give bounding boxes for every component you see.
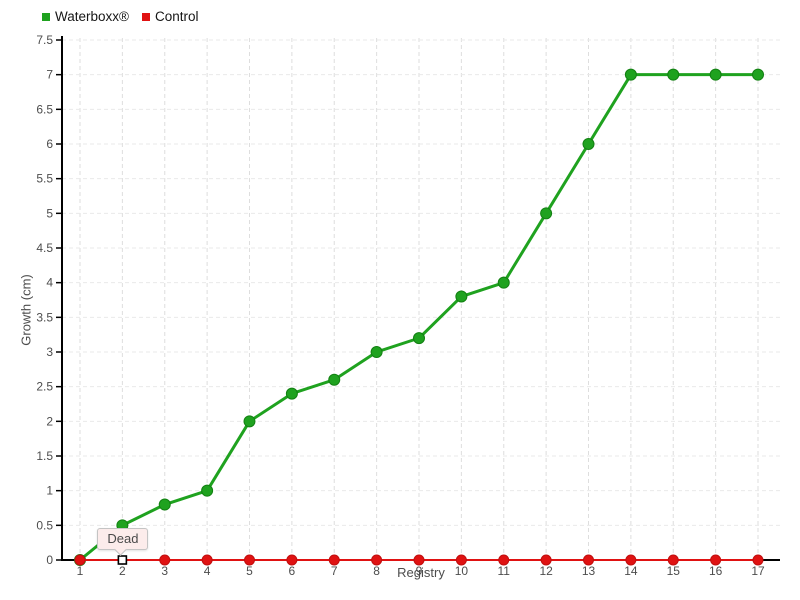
svg-text:12: 12 (539, 564, 553, 578)
svg-text:7.5: 7.5 (36, 33, 53, 47)
legend: Waterboxx® Control (42, 9, 199, 24)
svg-text:5.5: 5.5 (36, 172, 53, 186)
svg-text:4: 4 (46, 276, 53, 290)
svg-text:6.5: 6.5 (36, 102, 53, 116)
svg-text:14: 14 (624, 564, 638, 578)
svg-text:2: 2 (119, 564, 126, 578)
svg-text:3.5: 3.5 (36, 310, 53, 324)
x-axis-title: Registry (397, 565, 445, 580)
legend-label-control: Control (154, 9, 199, 24)
svg-text:1.5: 1.5 (36, 449, 53, 463)
svg-text:7: 7 (331, 564, 338, 578)
svg-text:6: 6 (46, 137, 53, 151)
svg-text:4: 4 (204, 564, 211, 578)
svg-text:8: 8 (373, 564, 380, 578)
svg-text:0.5: 0.5 (36, 518, 53, 532)
svg-text:13: 13 (582, 564, 596, 578)
svg-text:6: 6 (289, 564, 296, 578)
legend-item-waterboxx[interactable]: Waterboxx® (42, 9, 129, 24)
svg-text:16: 16 (709, 564, 723, 578)
waterboxx-series-swatch (42, 12, 50, 21)
svg-text:10: 10 (455, 564, 469, 578)
svg-text:4.5: 4.5 (36, 241, 53, 255)
legend-label-waterboxx: Waterboxx® (55, 9, 129, 24)
svg-text:11: 11 (498, 564, 511, 578)
legend-item-control[interactable]: Control (141, 9, 199, 24)
svg-text:5: 5 (246, 564, 253, 578)
svg-text:7: 7 (46, 68, 53, 82)
svg-text:9: 9 (416, 564, 423, 578)
svg-text:0: 0 (46, 553, 53, 567)
svg-text:2: 2 (46, 414, 53, 428)
dead-tooltip: Dead (97, 528, 149, 550)
svg-text:5: 5 (46, 206, 53, 220)
y-axis-title: Growth (cm) (18, 274, 34, 346)
tooltip-text: Dead (107, 531, 139, 546)
svg-text:1: 1 (46, 484, 53, 498)
svg-text:3: 3 (161, 564, 168, 578)
svg-text:15: 15 (667, 564, 681, 578)
svg-text:1: 1 (77, 564, 84, 578)
svg-text:2.5: 2.5 (36, 380, 53, 394)
control-series-swatch (141, 12, 150, 21)
svg-text:3: 3 (46, 345, 53, 359)
svg-text:17: 17 (751, 564, 765, 578)
